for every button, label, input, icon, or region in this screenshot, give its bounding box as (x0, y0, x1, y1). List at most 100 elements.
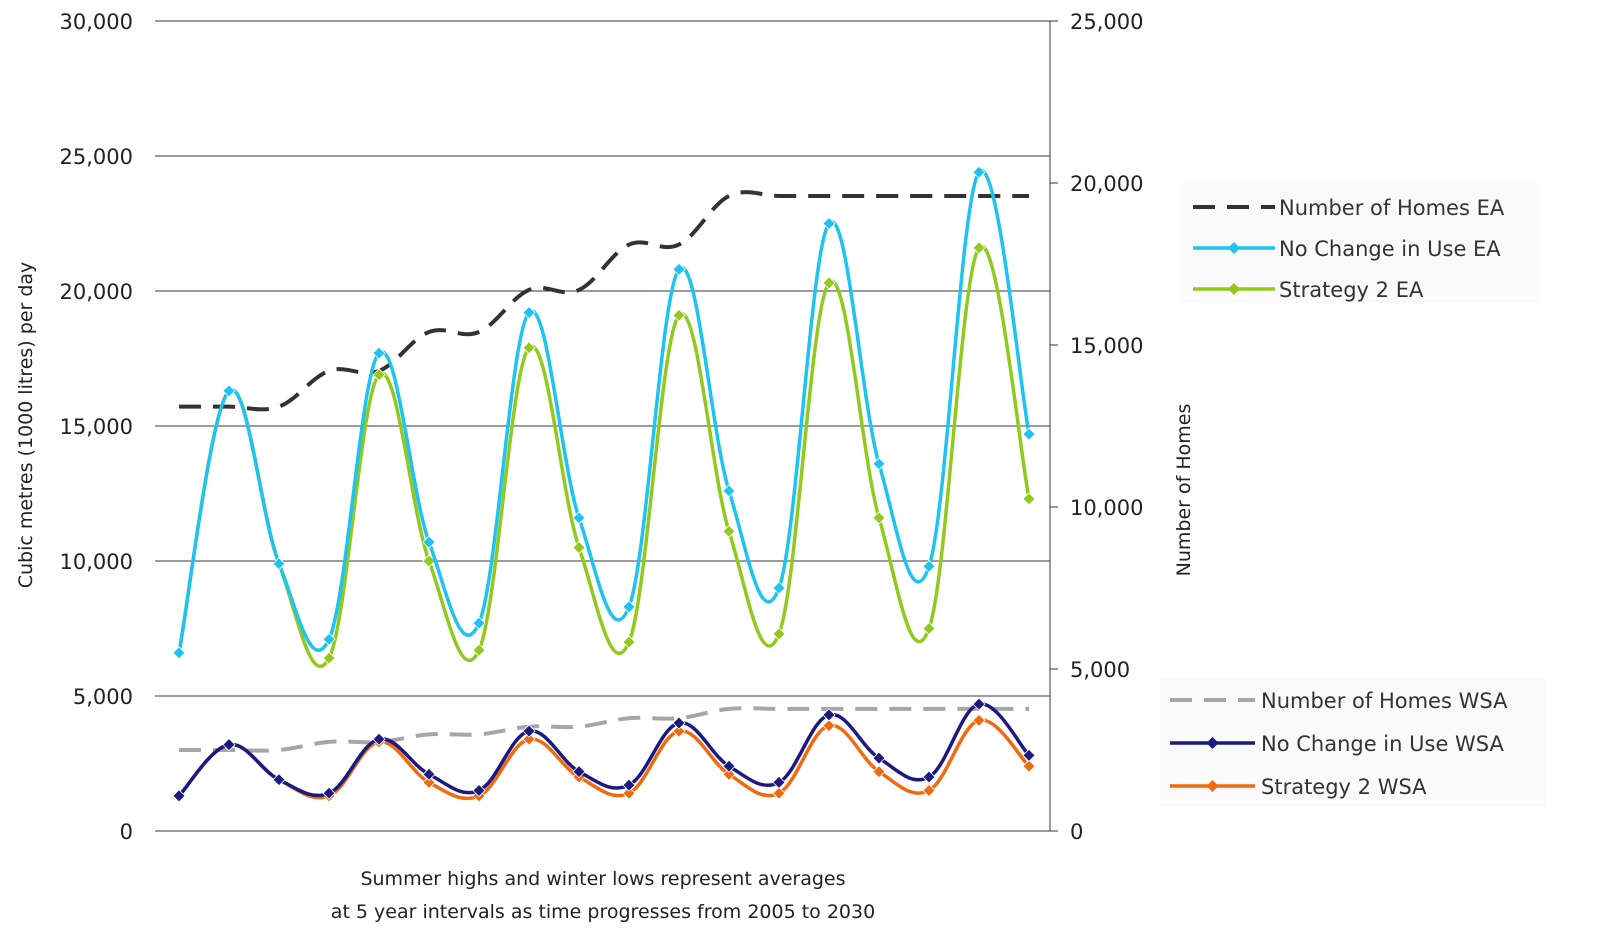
data-point (822, 708, 836, 722)
data-point (472, 643, 486, 657)
data-point (222, 384, 236, 398)
right-tick-label: 15,000 (1070, 334, 1143, 358)
series-number-of-homes-ea (179, 190, 1029, 412)
series-layer (172, 165, 1036, 803)
data-point (172, 646, 186, 660)
data-point (922, 783, 936, 798)
data-point (672, 716, 686, 730)
legend-item-strategy-2-wsa: Strategy 2 WSA (1170, 775, 1427, 799)
data-point (422, 535, 436, 549)
data-point (872, 511, 886, 525)
right-tick-label: 25,000 (1070, 10, 1143, 34)
data-point (972, 713, 986, 727)
series-no-change-in-use-wsa (172, 697, 1036, 803)
data-point (1022, 427, 1036, 441)
data-point (722, 759, 736, 773)
left-axis-ticks: 0 5,000 10,000 15,000 20,000 25,000 30,000 (60, 10, 133, 844)
data-point (772, 775, 786, 789)
caption-line-2: at 5 year intervals as time progresses f… (331, 901, 875, 923)
data-point (922, 559, 936, 573)
data-point (672, 724, 686, 738)
data-point (1022, 492, 1036, 506)
data-point (722, 767, 736, 781)
gridlines (155, 20, 1050, 832)
left-tick-label: 10,000 (60, 550, 133, 574)
data-point (672, 308, 686, 322)
legend-label: Number of Homes EA (1279, 196, 1505, 220)
data-point (1022, 748, 1036, 762)
data-point (622, 635, 636, 649)
data-point (522, 341, 536, 355)
data-point (922, 770, 936, 784)
data-point (822, 719, 836, 733)
right-tick-label: 5,000 (1070, 658, 1130, 682)
caption-line-1: Summer highs and winter lows represent a… (360, 868, 845, 890)
left-tick-label: 15,000 (60, 415, 133, 439)
data-point (222, 738, 236, 752)
left-tick-label: 5,000 (73, 685, 133, 709)
data-point (572, 511, 586, 525)
data-point (372, 368, 386, 382)
data-point (522, 732, 536, 746)
legend-marker (1228, 283, 1240, 295)
data-point (872, 751, 886, 765)
legend-marker (1228, 242, 1240, 254)
data-point (422, 775, 436, 789)
series-line (179, 190, 1029, 412)
legend-label: Strategy 2 WSA (1261, 775, 1427, 799)
data-point (822, 276, 836, 290)
data-point (972, 697, 986, 711)
left-tick-label: 20,000 (60, 280, 133, 304)
series-line (177, 702, 1031, 798)
legend-background (1180, 183, 1540, 303)
right-tick-label: 20,000 (1070, 172, 1143, 196)
series-line (177, 168, 1031, 654)
right-axis-title: Number of Homes (1173, 404, 1195, 577)
data-point (622, 786, 636, 800)
data-point (322, 786, 336, 800)
data-point (672, 262, 686, 276)
data-point (1022, 759, 1036, 773)
data-point (322, 632, 336, 646)
data-point (272, 557, 286, 571)
data-point (272, 773, 286, 787)
data-point (522, 306, 536, 320)
legend-label: Strategy 2 EA (1279, 278, 1424, 302)
data-point (372, 732, 386, 746)
data-point (322, 651, 336, 665)
data-point (472, 616, 486, 630)
data-point (522, 724, 536, 738)
legend-label: Number of Homes WSA (1261, 689, 1508, 713)
left-tick-label: 30,000 (60, 10, 133, 34)
legend-item-no-change-in-use-wsa: No Change in Use WSA (1170, 732, 1505, 756)
data-point (622, 600, 636, 614)
data-point (572, 540, 586, 555)
legend-item-number-of-homes-wsa: Number of Homes WSA (1170, 689, 1508, 713)
data-point (922, 621, 936, 636)
data-point (772, 786, 786, 800)
data-point (372, 346, 386, 360)
data-point (972, 165, 986, 179)
data-point (172, 789, 186, 803)
data-point (822, 216, 836, 231)
series-number-of-homes-wsa (179, 706, 1029, 753)
legend: Number of Homes EA No Change in Use EA Str… (1160, 183, 1546, 807)
legend-label: No Change in Use EA (1279, 237, 1501, 261)
series-no-change-in-use-ea (172, 165, 1036, 660)
left-tick-label: 0 (120, 820, 133, 844)
data-point (572, 765, 586, 779)
legend-marker (1206, 737, 1219, 749)
legend-item-no-change-in-use-ea: No Change in Use EA (1193, 237, 1501, 261)
data-point (872, 457, 886, 471)
data-point (772, 581, 786, 595)
data-point (772, 627, 786, 641)
data-point (722, 524, 736, 538)
data-point (422, 767, 436, 781)
legend-marker (1206, 780, 1219, 792)
data-point (722, 484, 736, 498)
series-line (179, 706, 1029, 753)
right-axis-ticks: 0 5,000 10,000 15,000 20,000 25,000 (1050, 10, 1143, 844)
series-strategy-2-wsa (172, 713, 1036, 803)
right-tick-label: 10,000 (1070, 496, 1143, 520)
